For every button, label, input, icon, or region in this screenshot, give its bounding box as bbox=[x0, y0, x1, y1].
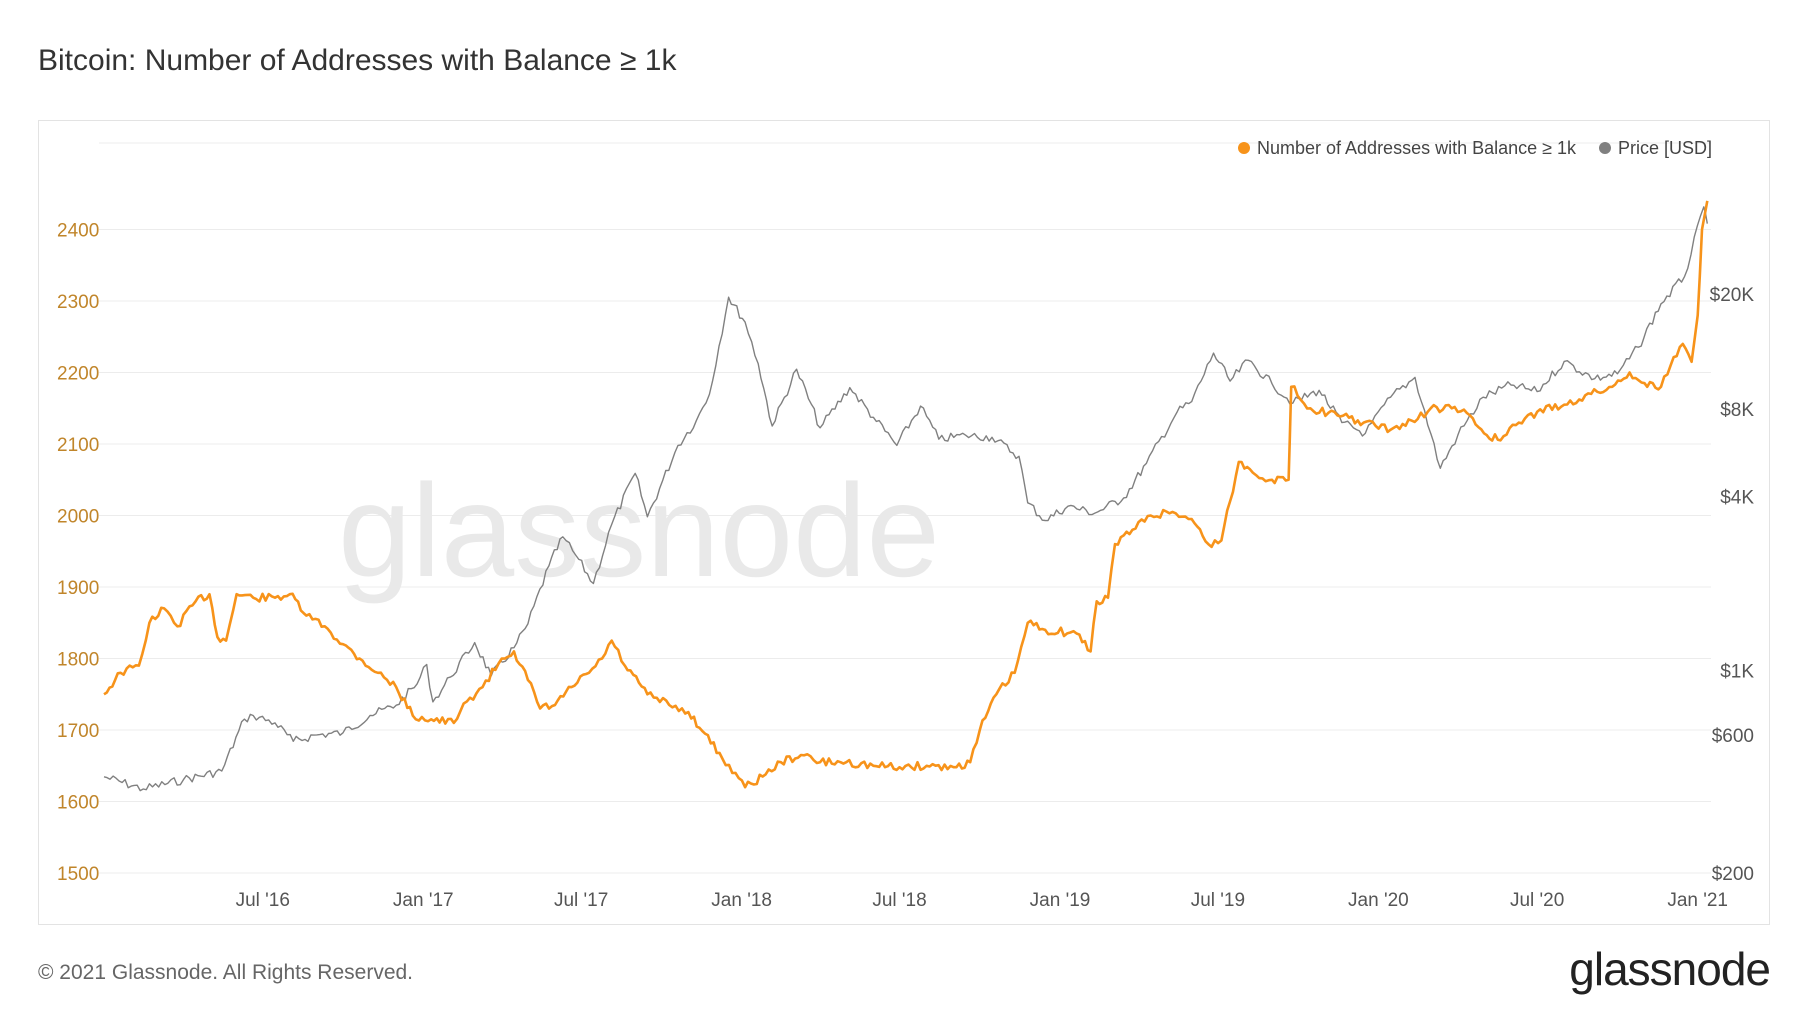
left-axis-tick-label: 1700 bbox=[57, 721, 99, 742]
right-axis-tick-label: $1K bbox=[1720, 662, 1754, 683]
left-axis-tick-label: 2100 bbox=[57, 435, 99, 456]
copyright-text: © 2021 Glassnode. All Rights Reserved. bbox=[38, 961, 414, 984]
left-axis-tick-label: 2200 bbox=[57, 364, 99, 385]
left-axis-tick-label: 2300 bbox=[57, 292, 99, 313]
x-axis-tick-label: Jul '18 bbox=[872, 890, 926, 911]
watermark: glassnode bbox=[338, 457, 940, 604]
legend-label-price: Price [USD] bbox=[1618, 138, 1712, 158]
legend-swatch-price bbox=[1599, 142, 1611, 154]
right-axis-tick-label: $8K bbox=[1720, 400, 1754, 421]
x-axis-tick-label: Jan '19 bbox=[1030, 890, 1091, 911]
x-axis-ticks: Jul '16 Jan '17 Jul '17 Jan '18 Jul '18 Jan '… bbox=[236, 890, 1728, 911]
x-axis-tick-label: Jul '20 bbox=[1510, 890, 1564, 911]
right-axis-tick-label: $4K bbox=[1720, 487, 1754, 508]
x-axis-tick-label: Jan '17 bbox=[393, 890, 454, 911]
x-axis-tick-label: Jul '16 bbox=[236, 890, 290, 911]
right-axis-ticks: $200 $600 $1K $4K $8K $20K bbox=[1710, 285, 1755, 885]
right-axis-tick-label: $200 bbox=[1712, 864, 1754, 885]
right-axis-tick-label: $20K bbox=[1710, 285, 1755, 306]
left-axis-tick-label: 1500 bbox=[57, 864, 99, 885]
left-axis-tick-label: 2400 bbox=[57, 221, 99, 242]
left-axis-tick-label: 1900 bbox=[57, 578, 99, 599]
chart-title: Bitcoin: Number of Addresses with Balanc… bbox=[38, 44, 677, 77]
x-axis-tick-label: Jan '18 bbox=[711, 890, 772, 911]
x-axis-tick-label: Jan '20 bbox=[1348, 890, 1409, 911]
chart-frame: glassnode 1500 1600 1700 1800 1900 2000 2100 22… bbox=[38, 120, 1770, 925]
x-axis-tick-label: Jul '17 bbox=[554, 890, 608, 911]
addresses-series-line bbox=[103, 200, 1709, 789]
chart-canvas: glassnode 1500 1600 1700 1800 1900 2000 2100 22… bbox=[57, 138, 1755, 911]
legend-swatch-addresses bbox=[1238, 142, 1250, 154]
brand-logo: glassnode bbox=[1569, 943, 1771, 995]
x-axis-tick-label: Jul '19 bbox=[1191, 890, 1245, 911]
x-axis-tick-label: Jan '21 bbox=[1667, 890, 1728, 911]
price-series-line bbox=[103, 206, 1708, 792]
right-axis-tick-label: $600 bbox=[1712, 726, 1754, 747]
left-axis-tick-label: 1800 bbox=[57, 650, 99, 671]
legend: Number of Addresses with Balance ≥ 1k Pri… bbox=[1238, 138, 1712, 158]
grid-lines bbox=[99, 142, 1711, 874]
left-axis-ticks: 1500 1600 1700 1800 1900 2000 2100 2200 2300 2400 bbox=[57, 221, 99, 886]
series-layer bbox=[103, 200, 1709, 792]
legend-label-addresses: Number of Addresses with Balance ≥ 1k bbox=[1257, 138, 1577, 158]
left-axis-tick-label: 1600 bbox=[57, 793, 99, 814]
left-axis-tick-label: 2000 bbox=[57, 507, 99, 528]
